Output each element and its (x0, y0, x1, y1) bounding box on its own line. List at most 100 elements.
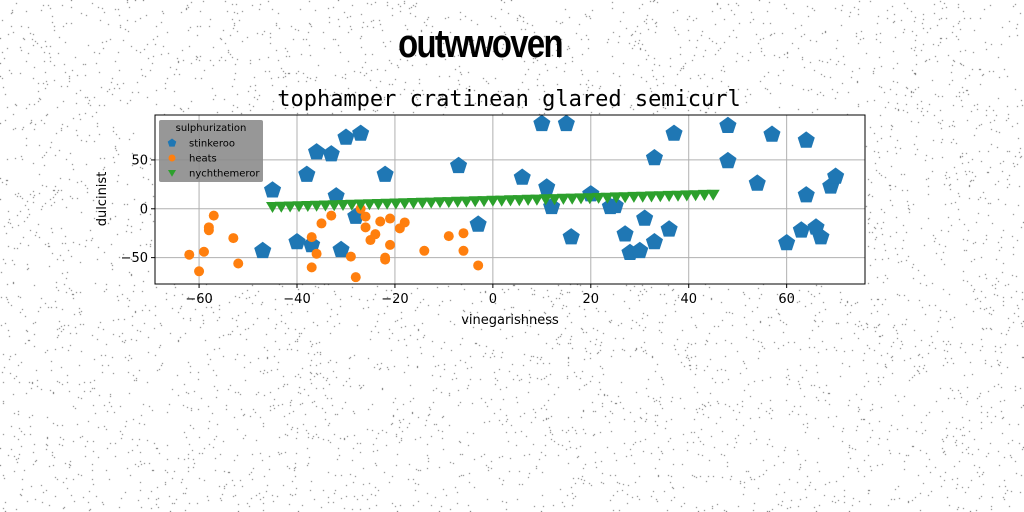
data-point (778, 234, 796, 251)
data-point (345, 199, 359, 211)
data-point (376, 165, 394, 182)
data-point (254, 241, 272, 259)
data-point (592, 192, 606, 204)
data-point (539, 194, 553, 206)
data-point (184, 249, 195, 260)
series-1 (184, 203, 484, 283)
data-point (360, 211, 371, 222)
data-point (450, 156, 468, 174)
data-point (618, 192, 632, 204)
axis-ticks: −60 −40 −20 0 20 40 60 −50 0 50 (121, 153, 795, 307)
data-point (662, 190, 676, 202)
data-point (389, 198, 403, 210)
data-point (385, 239, 396, 250)
chart-title: tophamper cratinean glared semicurl (277, 87, 741, 112)
data-point (557, 114, 575, 132)
data-point (660, 220, 678, 237)
data-point (419, 245, 430, 256)
data-point (308, 143, 326, 160)
data-point (609, 192, 623, 204)
x-tick-label: 20 (583, 292, 600, 307)
data-point (665, 124, 683, 141)
data-point (311, 248, 322, 259)
data-point (398, 198, 412, 210)
data-point (616, 225, 634, 242)
data-point (310, 200, 324, 212)
data-point (645, 233, 663, 250)
data-point (345, 251, 356, 262)
data-point (360, 222, 371, 233)
data-point (468, 196, 482, 208)
data-point (318, 200, 332, 212)
data-point (407, 198, 420, 210)
data-point (565, 193, 579, 205)
data-point (433, 197, 447, 209)
data-point (512, 195, 526, 207)
data-point (306, 262, 317, 273)
data-point (233, 258, 244, 269)
data-point (513, 168, 531, 185)
x-tick-label: 40 (680, 292, 697, 307)
y-tick-label: −50 (121, 251, 148, 266)
data-point (380, 252, 391, 263)
data-point (521, 194, 535, 206)
x-tick-label: 0 (489, 292, 497, 307)
data-point (332, 240, 350, 258)
data-point (486, 195, 500, 207)
legend-marker (167, 138, 177, 147)
figure-suptitle: outwwoven (398, 22, 563, 66)
data-point (443, 231, 454, 242)
x-tick-label: 60 (778, 292, 795, 307)
data-point (198, 246, 209, 257)
data-point (812, 228, 830, 245)
data-point (385, 213, 396, 224)
data-point (399, 217, 410, 228)
data-point (375, 216, 386, 227)
data-point (337, 128, 355, 145)
data-point (208, 210, 219, 221)
data-point (697, 189, 711, 201)
data-point (415, 197, 429, 209)
data-point (288, 233, 306, 250)
legend-label: stinkeroo (189, 139, 235, 150)
data-point (306, 232, 317, 243)
data-point (645, 149, 663, 166)
data-point (469, 215, 487, 232)
data-point (283, 201, 297, 213)
data-point (792, 221, 810, 238)
data-point (627, 191, 641, 203)
data-point (354, 199, 368, 211)
data-point (574, 193, 588, 205)
data-point (363, 199, 376, 211)
data-point (274, 201, 288, 213)
plot-frame (154, 114, 866, 285)
data-point (495, 195, 509, 207)
x-tick-label: −40 (283, 292, 310, 307)
data-point (298, 165, 316, 182)
y-tick-label: 50 (131, 153, 148, 168)
data-point (292, 201, 306, 213)
data-point (322, 145, 340, 162)
data-point (504, 195, 517, 207)
data-point (371, 199, 385, 211)
data-point (264, 181, 282, 198)
data-point (533, 114, 551, 132)
data-point (562, 228, 580, 245)
data-point (458, 245, 469, 256)
data-point (327, 187, 345, 204)
legend-marker (168, 154, 176, 162)
data-point (631, 241, 649, 259)
data-point (653, 191, 667, 203)
data-point (203, 222, 214, 233)
data-point (380, 198, 394, 210)
data-point (689, 190, 703, 202)
data-point (352, 124, 370, 141)
data-point (680, 190, 694, 202)
legend-title: sulphurization (176, 123, 247, 134)
data-point (797, 131, 815, 148)
data-point (477, 196, 491, 208)
data-point (583, 193, 597, 205)
data-point (459, 196, 473, 208)
x-tick-label: −20 (381, 292, 408, 307)
